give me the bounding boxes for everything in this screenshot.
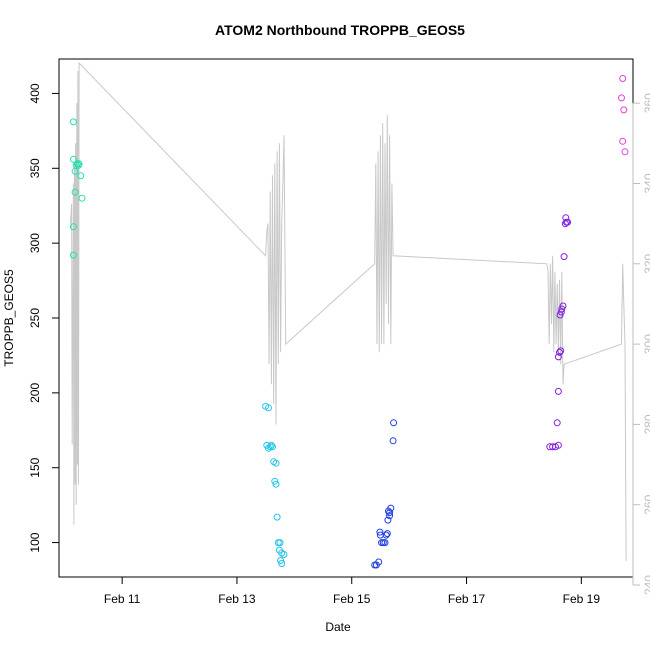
chart-title: ATOM2 Northbound TROPPB_GEOS5 bbox=[215, 22, 465, 38]
data-point bbox=[386, 512, 394, 520]
data-point bbox=[562, 214, 570, 222]
data-point bbox=[71, 188, 79, 196]
y-tick-label: 100 bbox=[28, 532, 42, 552]
y-tick-label: 350 bbox=[28, 158, 42, 178]
data-point bbox=[383, 530, 391, 538]
scatter-points bbox=[69, 75, 629, 569]
data-point bbox=[376, 528, 384, 536]
data-point bbox=[384, 516, 392, 524]
data-point bbox=[273, 513, 281, 521]
data-point bbox=[75, 160, 83, 168]
x-tick-label: Feb 11 bbox=[104, 592, 141, 606]
data-point bbox=[272, 480, 280, 488]
data-point bbox=[619, 137, 627, 145]
data-point bbox=[278, 560, 286, 567]
data-point bbox=[556, 348, 563, 356]
y-tick-label: 250 bbox=[28, 308, 42, 328]
plot-frame bbox=[58, 58, 634, 578]
data-point bbox=[621, 148, 629, 156]
data-point bbox=[266, 443, 274, 451]
data-point bbox=[620, 106, 628, 114]
data-point bbox=[618, 94, 625, 102]
y-tick-label: 150 bbox=[28, 457, 42, 477]
y2-tick-label: 300 bbox=[642, 334, 650, 354]
data-point bbox=[381, 539, 389, 547]
data-point bbox=[386, 509, 394, 517]
data-point bbox=[387, 504, 395, 512]
data-point bbox=[265, 404, 272, 412]
x-tick-label: Feb 13 bbox=[218, 592, 256, 606]
data-point bbox=[272, 459, 280, 467]
y-tick-label: 400 bbox=[28, 83, 42, 103]
x-axis-label: Date bbox=[325, 620, 351, 634]
secondary-line bbox=[70, 61, 627, 561]
x-tick-label: Feb 15 bbox=[333, 592, 371, 606]
data-point bbox=[382, 531, 390, 539]
data-point bbox=[276, 539, 284, 547]
data-point bbox=[277, 557, 285, 564]
data-point bbox=[269, 443, 276, 451]
data-point bbox=[390, 419, 398, 427]
data-point bbox=[559, 302, 567, 310]
data-point bbox=[557, 347, 565, 355]
data-point bbox=[554, 387, 562, 395]
data-point bbox=[77, 172, 85, 180]
data-point bbox=[619, 75, 627, 82]
data-point bbox=[564, 218, 572, 226]
x-tick-label: Feb 19 bbox=[563, 592, 601, 606]
data-point bbox=[69, 155, 77, 163]
y-axis-label: TROPPB_GEOS5 bbox=[2, 269, 16, 367]
y2-tick-label: 240 bbox=[642, 575, 650, 595]
secondary-line-layer bbox=[70, 61, 627, 561]
y2-tick-label: 340 bbox=[642, 173, 650, 193]
y-tick-label: 300 bbox=[28, 233, 42, 253]
data-point bbox=[375, 558, 383, 566]
y-axis-right: 240 260 280 300 320 340 360 bbox=[632, 93, 650, 595]
x-tick-label: Feb 17 bbox=[448, 592, 486, 606]
data-point bbox=[389, 437, 397, 445]
y-tick-label: 200 bbox=[28, 383, 42, 403]
y2-tick-label: 360 bbox=[642, 93, 650, 113]
x-axis: Feb 11 Feb 13 Feb 15 Feb 17 Feb 19 bbox=[104, 576, 601, 606]
data-point bbox=[554, 441, 562, 449]
data-point bbox=[553, 419, 561, 427]
data-point bbox=[78, 194, 86, 202]
data-point bbox=[280, 551, 288, 558]
y-axis-left: 100 150 200 250 300 350 400 bbox=[28, 83, 60, 553]
data-point bbox=[69, 223, 77, 231]
y2-tick-label: 320 bbox=[642, 253, 650, 273]
data-point bbox=[560, 253, 568, 261]
data-point bbox=[267, 441, 275, 449]
data-point bbox=[69, 118, 77, 126]
y2-tick-label: 260 bbox=[642, 494, 650, 514]
data-point bbox=[69, 251, 77, 259]
y2-tick-label: 280 bbox=[642, 414, 650, 434]
data-point bbox=[554, 353, 562, 361]
